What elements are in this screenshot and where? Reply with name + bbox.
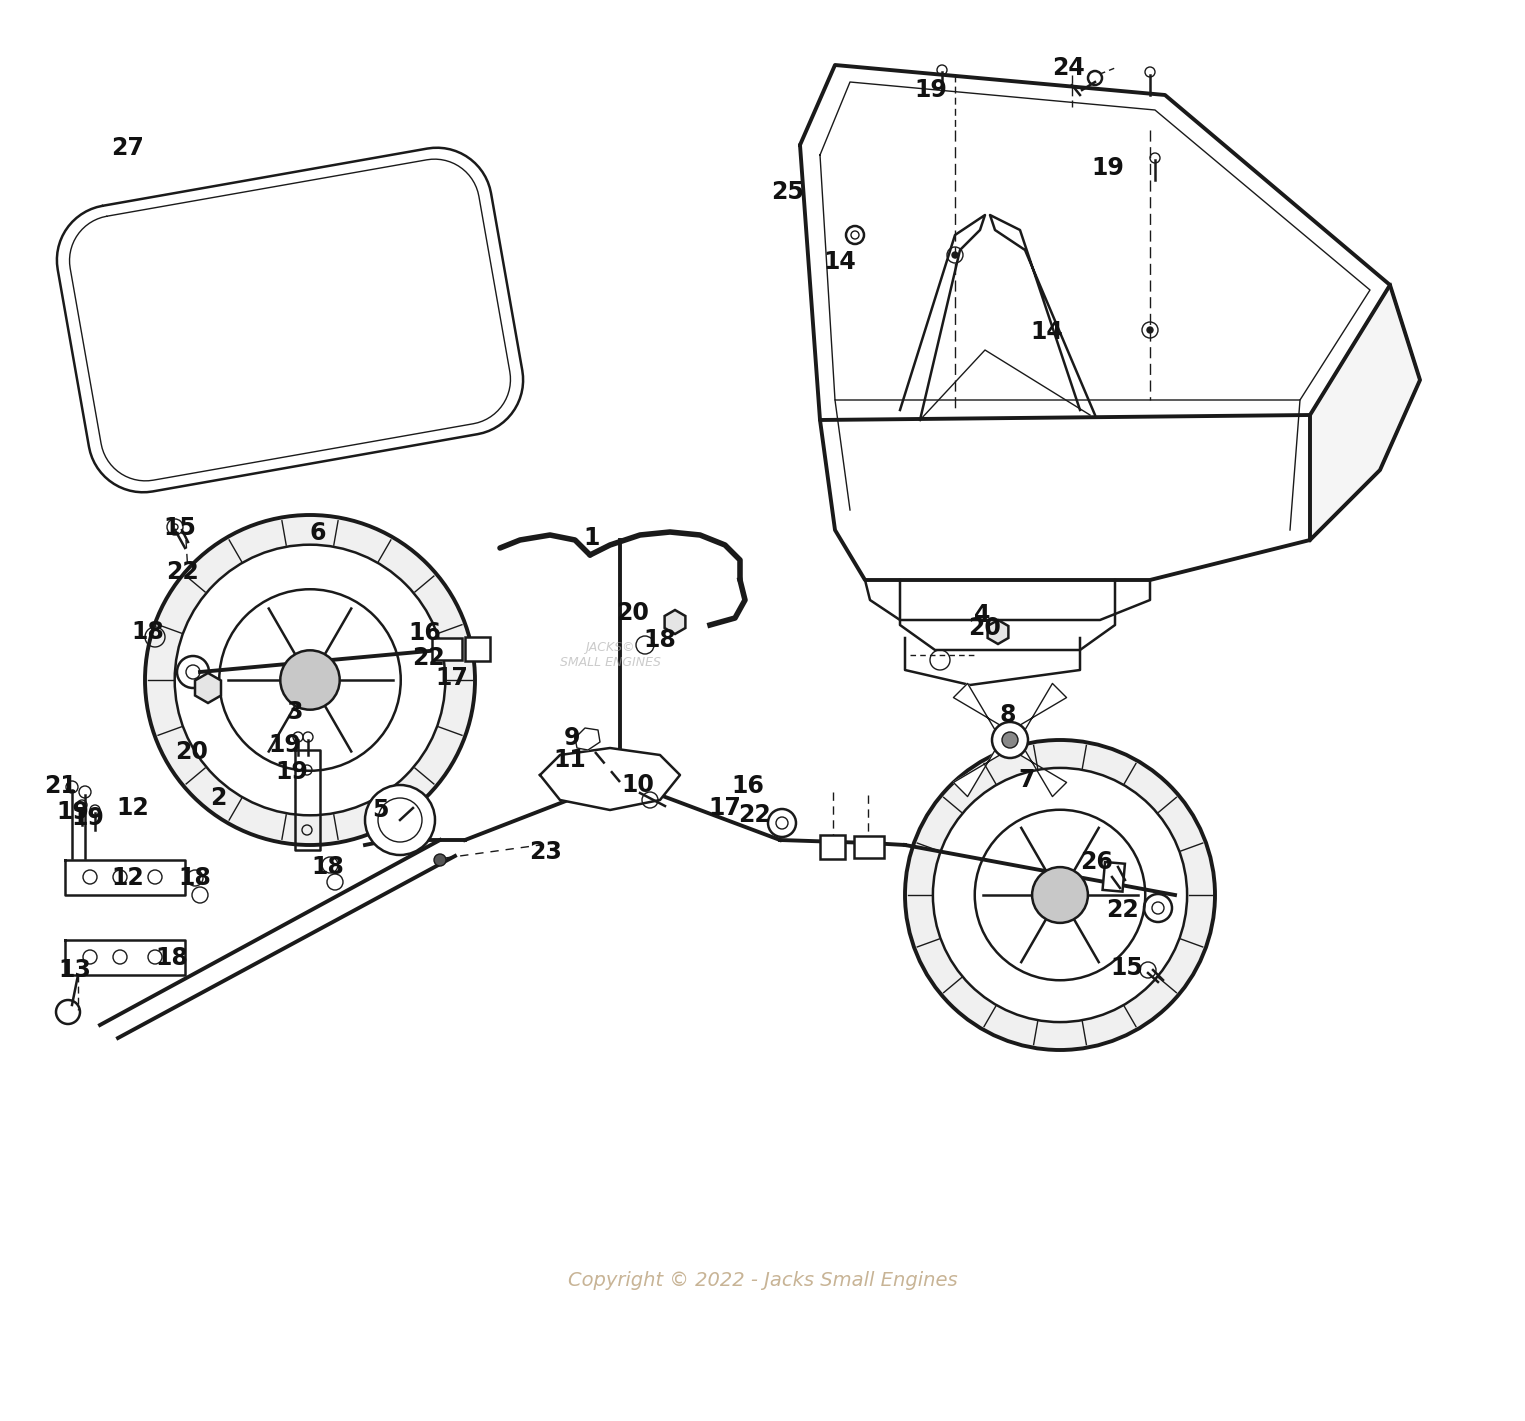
Text: 4: 4 (974, 603, 990, 627)
Text: 9: 9 (564, 726, 580, 750)
Text: 24: 24 (1052, 55, 1084, 80)
Polygon shape (1005, 684, 1066, 746)
Polygon shape (1005, 735, 1066, 797)
Text: 10: 10 (622, 773, 654, 797)
Text: 2: 2 (210, 786, 226, 810)
Text: 20: 20 (175, 740, 209, 764)
Circle shape (364, 784, 435, 855)
Text: 22: 22 (412, 647, 444, 669)
Text: 22: 22 (738, 803, 772, 827)
Text: 11: 11 (554, 747, 587, 772)
Circle shape (175, 544, 445, 816)
Text: 15: 15 (163, 516, 197, 540)
Polygon shape (1310, 286, 1420, 540)
Polygon shape (540, 747, 680, 810)
Text: 20: 20 (616, 601, 650, 625)
Polygon shape (665, 610, 685, 634)
Polygon shape (953, 684, 1016, 746)
Text: 18: 18 (644, 628, 677, 652)
Bar (1103, 863, 1125, 891)
Text: 17: 17 (436, 666, 468, 691)
Text: 14: 14 (1031, 320, 1063, 344)
Circle shape (435, 854, 445, 865)
Text: 15: 15 (1110, 956, 1144, 980)
Text: 19: 19 (915, 78, 947, 102)
Text: 27: 27 (111, 136, 145, 161)
Text: 17: 17 (709, 796, 741, 820)
Text: 3: 3 (287, 701, 303, 725)
Circle shape (220, 590, 401, 770)
Text: 23: 23 (529, 840, 563, 864)
Bar (465, 637, 490, 661)
Text: 21: 21 (44, 774, 76, 799)
Circle shape (933, 767, 1186, 1022)
Text: 19: 19 (276, 760, 308, 784)
Bar (820, 836, 845, 860)
Circle shape (1032, 867, 1087, 922)
Bar (854, 836, 884, 858)
Polygon shape (988, 620, 1008, 644)
Text: 19: 19 (1092, 156, 1124, 180)
Circle shape (991, 722, 1028, 757)
Polygon shape (575, 728, 599, 750)
Text: 25: 25 (772, 180, 805, 205)
Circle shape (1147, 327, 1153, 333)
Text: JACKS©
SMALL ENGINES: JACKS© SMALL ENGINES (560, 641, 660, 669)
Text: 7: 7 (1019, 767, 1035, 791)
Text: 19: 19 (56, 800, 90, 824)
Bar (432, 638, 462, 659)
Circle shape (904, 740, 1215, 1050)
Polygon shape (953, 735, 1016, 797)
Circle shape (974, 810, 1145, 980)
Text: 16: 16 (732, 774, 764, 799)
Text: 6: 6 (310, 522, 326, 546)
Text: 16: 16 (409, 621, 441, 645)
Text: 12: 12 (111, 865, 145, 890)
Text: 14: 14 (824, 250, 857, 274)
Text: 1: 1 (584, 526, 601, 550)
Text: 18: 18 (178, 865, 212, 890)
Text: 22: 22 (166, 560, 198, 584)
Text: 19: 19 (72, 806, 104, 830)
Text: 12: 12 (116, 796, 149, 820)
Circle shape (1002, 732, 1019, 747)
Circle shape (145, 514, 474, 845)
Circle shape (952, 252, 958, 259)
Text: 18: 18 (156, 946, 189, 971)
Text: 22: 22 (1106, 898, 1138, 922)
Circle shape (281, 651, 340, 709)
Text: 26: 26 (1081, 850, 1113, 874)
Polygon shape (195, 674, 221, 703)
Text: 8: 8 (1000, 703, 1016, 728)
Text: 20: 20 (968, 615, 1002, 639)
Text: 18: 18 (131, 620, 165, 644)
Text: 19: 19 (268, 733, 302, 757)
Text: Copyright © 2022 - Jacks Small Engines: Copyright © 2022 - Jacks Small Engines (567, 1270, 958, 1289)
Text: 18: 18 (311, 855, 345, 880)
Text: 5: 5 (372, 799, 389, 821)
Text: 13: 13 (58, 958, 92, 982)
